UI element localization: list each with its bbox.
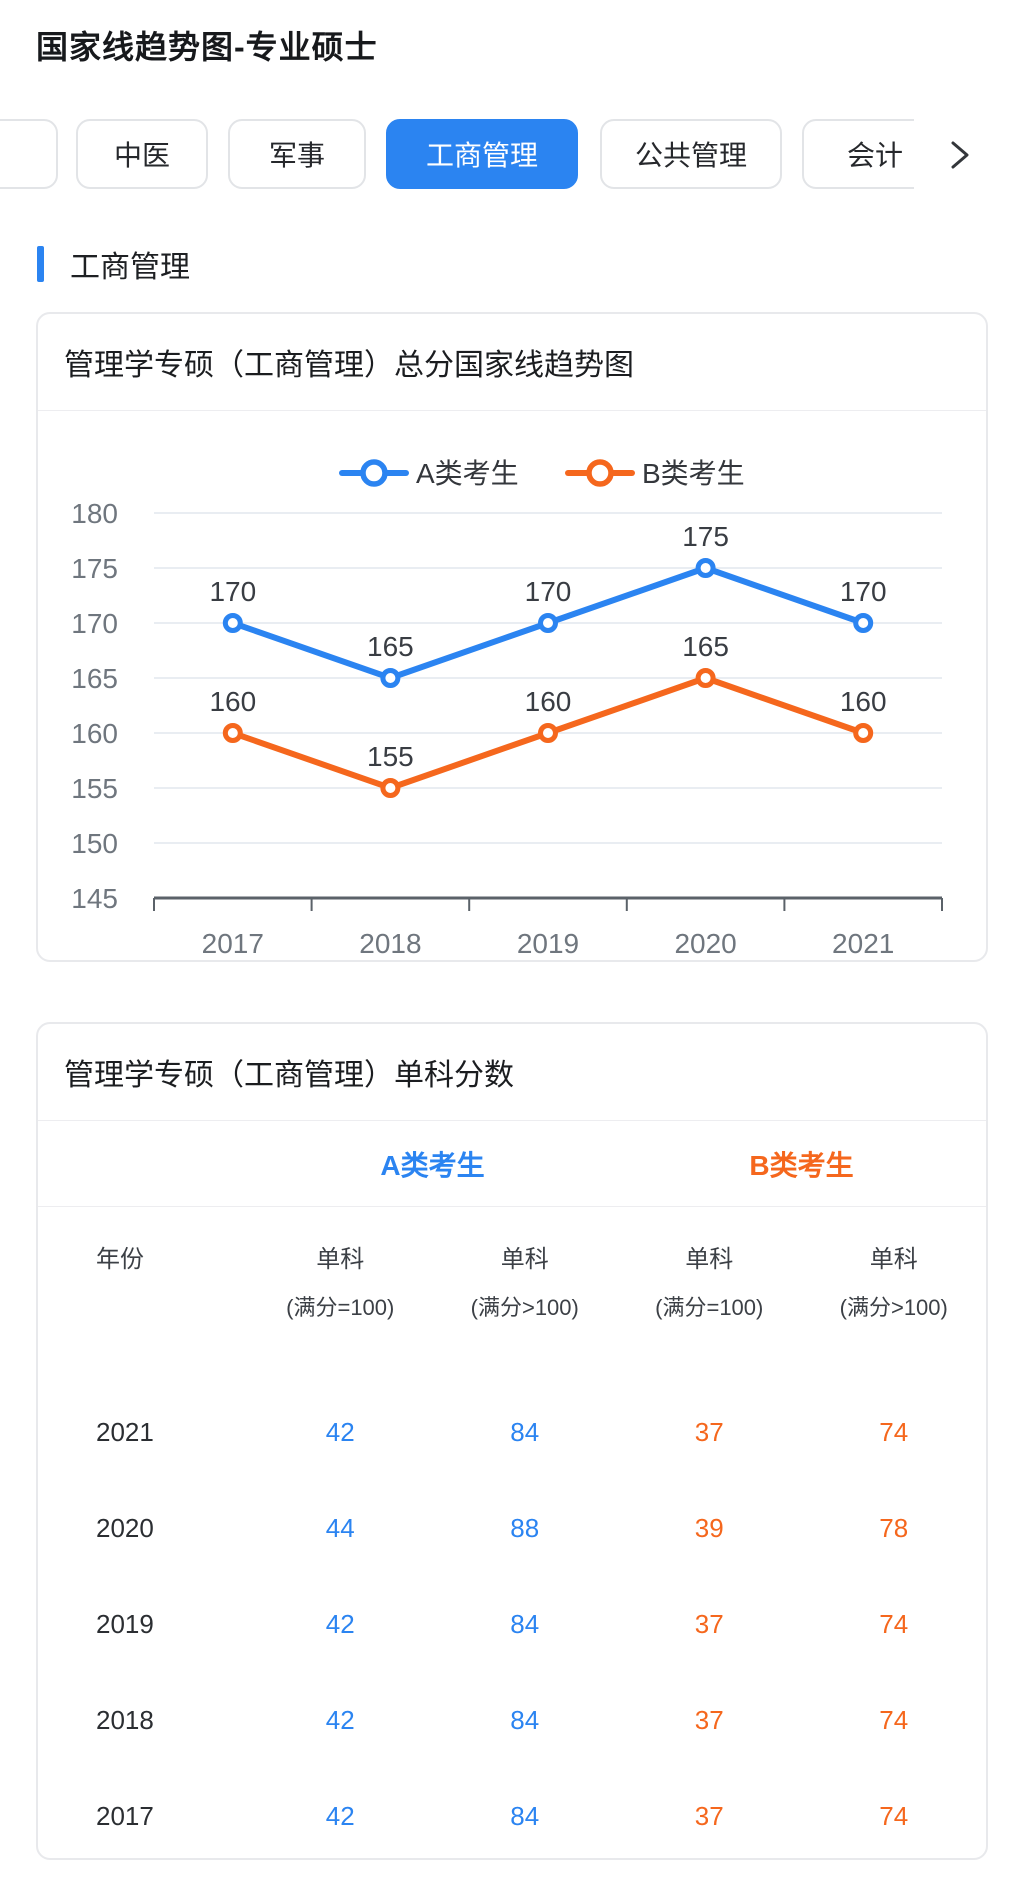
cell-score: 37 (694, 1704, 724, 1735)
table-row: 2020 44 88 39 78 (38, 1480, 986, 1576)
svg-text:B类考生: B类考生 (642, 458, 745, 489)
svg-text:175: 175 (71, 553, 118, 584)
svg-text:2017: 2017 (202, 928, 264, 959)
cell-score: 84 (510, 1704, 540, 1735)
svg-text:A类考生: A类考生 (416, 458, 519, 489)
table-body: 2021 42 84 37 74 2020 44 88 39 78 2019 42 84 37 74 2018… (38, 1362, 986, 1864)
cell-year: 2018 (96, 1704, 154, 1735)
tab-public-admin[interactable]: 公共管理 (600, 119, 782, 189)
section-title: 工商管理 (70, 251, 190, 284)
cell-score: 42 (325, 1416, 355, 1447)
svg-text:2018: 2018 (359, 928, 421, 959)
tab-military[interactable]: 军事 (228, 119, 366, 189)
divider (38, 410, 986, 411)
tab-scroller: 中医 军事 工商管理 公共管理 会计 (0, 118, 914, 192)
svg-text:175: 175 (682, 521, 729, 552)
cell-score: 74 (879, 1704, 909, 1735)
table-row: 2019 42 84 37 74 (38, 1576, 986, 1672)
svg-text:165: 165 (71, 663, 118, 694)
cell-score: 42 (325, 1704, 355, 1735)
cell-score: 42 (325, 1608, 355, 1639)
cell-score: 74 (879, 1608, 909, 1639)
column-header: 单科 (满分=100) (286, 1246, 395, 1320)
cell-score: 84 (510, 1416, 540, 1447)
tab-accounting[interactable]: 会计 (802, 119, 914, 189)
divider (38, 1206, 986, 1207)
trend-chart-card: 管理学专硕（工商管理）总分国家线趋势图 A类考生 B类考生 180 175 170 165… (36, 312, 988, 962)
scroll-right-icon[interactable] (942, 138, 976, 172)
table-row: 2021 42 84 37 74 (38, 1384, 986, 1480)
page-title: 国家线趋势图-专业硕士 (36, 29, 378, 65)
group-header-a: A类考生 (380, 1149, 485, 1181)
svg-text:2021: 2021 (832, 928, 894, 959)
cell-score: 84 (510, 1800, 540, 1831)
cell-score: 74 (879, 1800, 909, 1831)
column-header: 单科 (满分>100) (470, 1246, 579, 1320)
cell-score: 39 (694, 1512, 724, 1543)
section-accent-bar (37, 246, 44, 282)
svg-text:180: 180 (71, 498, 118, 529)
cell-score: 37 (694, 1800, 724, 1831)
svg-text:160: 160 (209, 686, 256, 717)
score-table-card: 管理学专硕（工商管理）单科分数 A类考生 B类考生 年份 单科 (满分=100)… (36, 1022, 988, 1860)
tab-chinese-medicine[interactable]: 中医 (76, 119, 208, 189)
cell-year: 2020 (96, 1512, 154, 1543)
cell-score: 74 (879, 1416, 909, 1447)
svg-text:170: 170 (71, 608, 118, 639)
cell-score: 37 (694, 1416, 724, 1447)
tab-business-admin[interactable]: 工商管理 (386, 119, 578, 189)
svg-text:165: 165 (367, 631, 414, 662)
tab-bar: 中医 军事 工商管理 公共管理 会计 (0, 118, 1024, 192)
svg-text:160: 160 (525, 686, 572, 717)
table-row: 2018 42 84 37 74 (38, 1672, 986, 1768)
table-group-header-row: A类考生 B类考生 (38, 1121, 986, 1206)
svg-text:2019: 2019 (517, 928, 579, 959)
column-header-year: 年份 (96, 1246, 144, 1273)
svg-text:160: 160 (840, 686, 887, 717)
cell-year: 2021 (96, 1416, 154, 1447)
cell-year: 2019 (96, 1608, 154, 1639)
group-header-b: B类考生 (749, 1149, 854, 1181)
trend-line-chart: A类考生 B类考生 180 175 170 165 160 155 150 145 2017 2018… (38, 411, 990, 973)
svg-text:165: 165 (682, 631, 729, 662)
tab-partial-left[interactable] (0, 119, 58, 189)
table-column-header-row: 年份 单科 (满分=100) 单科 (满分>100) 单科 (满分=100) 单… (38, 1207, 986, 1362)
column-header: 单科 (满分=100) (655, 1246, 764, 1320)
svg-text:150: 150 (71, 828, 118, 859)
table-row: 2017 42 84 37 74 (38, 1768, 986, 1864)
svg-text:155: 155 (367, 741, 414, 772)
cell-score: 84 (510, 1608, 540, 1639)
svg-text:160: 160 (71, 718, 118, 749)
svg-text:2020: 2020 (674, 928, 736, 959)
cell-year: 2017 (96, 1800, 154, 1831)
svg-text:170: 170 (840, 576, 887, 607)
divider (38, 1120, 986, 1121)
cell-score: 42 (325, 1800, 355, 1831)
cell-score: 37 (694, 1608, 724, 1639)
svg-text:145: 145 (71, 883, 118, 914)
cell-score: 78 (879, 1512, 909, 1543)
cell-score: 88 (510, 1512, 540, 1543)
cell-score: 44 (325, 1512, 355, 1543)
table-card-title: 管理学专硕（工商管理）单科分数 (64, 1059, 514, 1092)
chart-card-title: 管理学专硕（工商管理）总分国家线趋势图 (64, 349, 634, 382)
section-header: 工商管理 (37, 242, 190, 286)
svg-text:155: 155 (71, 773, 118, 804)
column-header: 单科 (满分>100) (839, 1246, 948, 1320)
svg-text:170: 170 (525, 576, 572, 607)
svg-text:170: 170 (209, 576, 256, 607)
